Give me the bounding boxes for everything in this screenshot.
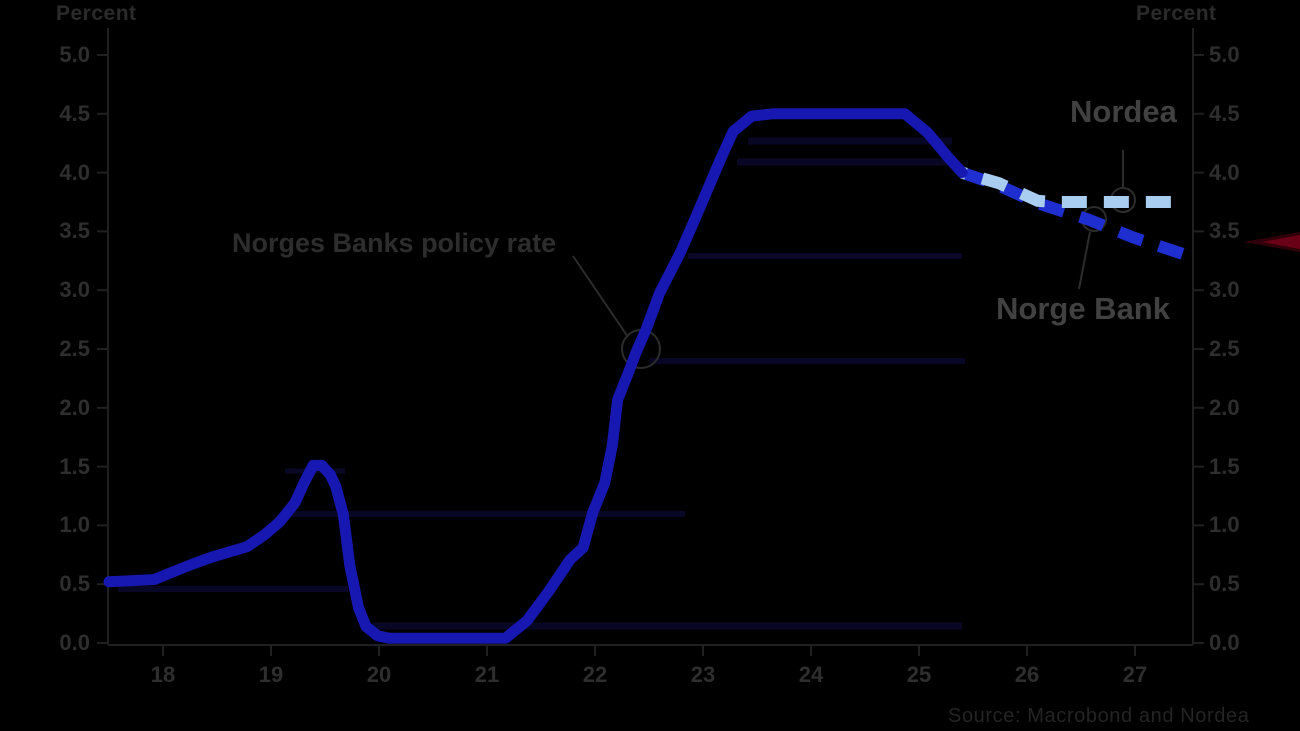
y-tick-label-left: 1.0 bbox=[59, 512, 90, 538]
ghost-bar bbox=[737, 158, 957, 166]
series-annotation-norges-bank: Norge Bank bbox=[996, 291, 1170, 326]
y-tick-label-right: 5.0 bbox=[1209, 42, 1240, 67]
x-tick-label: 22 bbox=[582, 662, 608, 687]
y-tick-label-left: 3.5 bbox=[59, 218, 90, 244]
x-tick-label: 21 bbox=[474, 662, 500, 687]
y-tick-label-left: 1.5 bbox=[59, 453, 90, 479]
y-tick-label-right: 4.5 bbox=[1209, 100, 1240, 126]
x-tick-label: 27 bbox=[1122, 662, 1148, 687]
norges-bank-forecast-line bbox=[960, 166, 1188, 261]
source-caption: Source: Macrobond and Nordea bbox=[948, 705, 1250, 727]
ghost-bar bbox=[285, 511, 685, 517]
y-tick-label-left: 5.0 bbox=[59, 42, 90, 67]
x-tick-label: 25 bbox=[906, 662, 932, 687]
x-tick-label: 19 bbox=[258, 662, 284, 687]
y-axis-title-left: Percent bbox=[56, 2, 137, 25]
ghost-bar bbox=[118, 586, 348, 592]
x-tick-label: 26 bbox=[1014, 662, 1040, 687]
ghost-bar bbox=[650, 358, 965, 364]
y-axis-title-right: Percent bbox=[1136, 2, 1217, 25]
y-tick-label-right: 3.0 bbox=[1209, 277, 1240, 303]
y-tick-label-left: 0.5 bbox=[59, 571, 90, 597]
series-annotation-nordea: Nordea bbox=[1070, 94, 1177, 129]
y-tick-label-left: 4.5 bbox=[59, 100, 90, 126]
y-tick-label-left: 0.0 bbox=[59, 630, 90, 655]
ghost-bar bbox=[372, 622, 962, 630]
y-tick-label-right: 2.0 bbox=[1209, 394, 1240, 420]
ghost-bar bbox=[688, 253, 962, 259]
edge-arrow bbox=[1262, 235, 1300, 249]
y-tick-label-left: 2.0 bbox=[59, 394, 90, 420]
y-tick-label-right: 3.5 bbox=[1209, 218, 1240, 244]
y-tick-label-left: 3.0 bbox=[59, 277, 90, 303]
policy-rate-history-line bbox=[103, 108, 968, 644]
norges-bank-pointer-line bbox=[1078, 231, 1091, 290]
y-tick-label-right: 4.0 bbox=[1209, 159, 1240, 185]
y-tick-label-right: 1.0 bbox=[1209, 512, 1240, 538]
y-tick-label-left: 2.5 bbox=[59, 336, 90, 361]
y-tick-label-right: 1.5 bbox=[1209, 453, 1240, 479]
x-tick-label: 18 bbox=[150, 662, 176, 687]
x-tick-label: 24 bbox=[798, 662, 824, 687]
y-tick-label-right: 2.5 bbox=[1209, 336, 1240, 361]
policy-rate-pointer-line bbox=[572, 255, 629, 338]
series-annotation-policy-rate: Norges Banks policy rate bbox=[232, 228, 557, 258]
y-tick-label-left: 4.0 bbox=[59, 159, 90, 185]
x-tick-label: 23 bbox=[690, 662, 716, 687]
y-tick-label-right: 0.0 bbox=[1209, 630, 1240, 655]
y-tick-label-right: 0.5 bbox=[1209, 571, 1240, 597]
ghost-bar bbox=[748, 137, 952, 145]
nordea-forecast-line bbox=[960, 166, 1181, 208]
x-tick-label: 20 bbox=[366, 662, 392, 687]
